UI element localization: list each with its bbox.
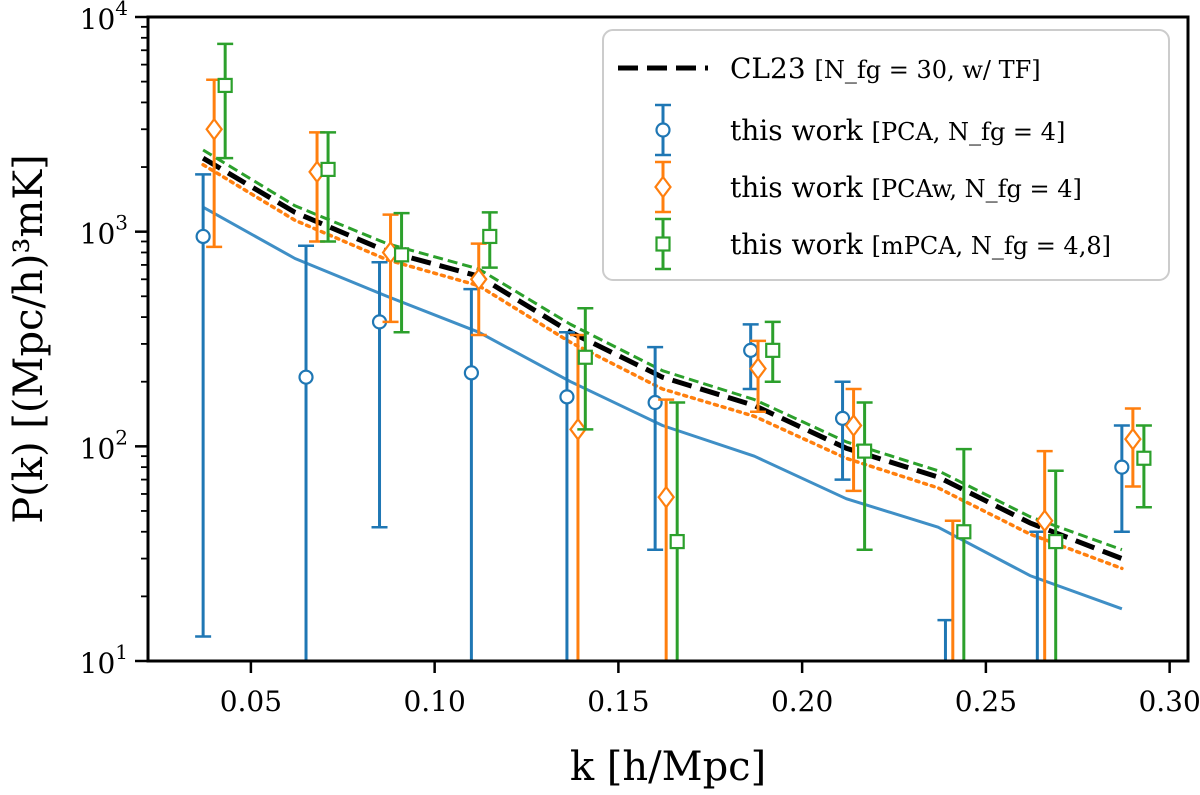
data-point-circle	[647, 394, 663, 411]
model-line-dashed-thick	[201, 156, 1123, 561]
data-point-square	[1048, 533, 1064, 550]
x-tick-label: 0.15	[587, 685, 649, 718]
data-point-square	[655, 236, 671, 252]
plot-frame	[146, 15, 1190, 663]
data-point-diamond	[205, 117, 224, 142]
series-circle	[195, 173, 1130, 661]
model-line-dotted	[201, 162, 1124, 571]
data-point-circle	[559, 389, 575, 405]
data-point-square	[217, 77, 233, 94]
data-point-square	[320, 161, 336, 178]
data-point-circle	[743, 342, 759, 358]
data-point-diamond	[1124, 427, 1142, 451]
x-axis-label: k [h/Mpc]	[570, 744, 766, 790]
data-point-square	[1136, 450, 1152, 466]
x-axis: 0.05 0.10 0.15 0.20 0.25 0.30	[220, 661, 1200, 718]
x-tick-label: 0.20	[771, 685, 833, 718]
series-diamond	[205, 78, 1142, 661]
data-point-circle	[195, 228, 211, 245]
data-point-circle	[1114, 459, 1130, 475]
data-point-circle	[655, 122, 671, 138]
legend-box	[602, 29, 1170, 281]
data-point-diamond	[749, 356, 767, 381]
y-tick-label: 102	[80, 425, 128, 465]
data-point-square	[857, 443, 873, 459]
legend: CL23 [N_fg = 30, w/ TF] this work [PCA, N…	[602, 29, 1170, 281]
data-point-square	[765, 342, 781, 358]
x-tick-label: 0.30	[1138, 685, 1200, 718]
data-point-square	[577, 349, 593, 365]
y-axis: 101 102 103 104	[80, 0, 148, 680]
x-tick-label: 0.10	[403, 685, 465, 718]
model-line-dashed	[202, 148, 1123, 552]
legend-label: this work [mPCA, N_fg = 4,8]	[730, 228, 1111, 261]
data-point-circle	[463, 365, 479, 381]
data-point-square	[482, 228, 498, 245]
y-axis-label: P(k) [(Mpc/h)³mK]	[6, 154, 52, 524]
y-tick-label: 104	[80, 0, 128, 36]
data-point-square	[956, 524, 972, 540]
data-point-diamond	[654, 175, 672, 199]
x-tick-label: 0.05	[220, 685, 282, 718]
data-point-diamond	[1035, 508, 1054, 533]
plot-area	[195, 42, 1152, 661]
data-point-circle	[834, 410, 851, 426]
y-tick-label: 101	[80, 640, 128, 680]
legend-label: this work [PCA, N_fg = 4]	[730, 114, 1065, 147]
y-tick-label: 103	[80, 211, 128, 251]
data-point-diamond	[844, 413, 863, 438]
data-point-diamond	[469, 267, 488, 292]
data-point-diamond	[657, 485, 676, 509]
data-point-circle	[298, 369, 314, 385]
series-square	[217, 42, 1152, 661]
x-tick-label: 0.25	[955, 685, 1017, 718]
model-line-solid	[202, 205, 1123, 611]
data-point-square	[393, 247, 410, 263]
legend-label: this work [PCAw, N_fg = 4]	[730, 171, 1082, 204]
data-point-square	[669, 533, 685, 550]
legend-label: CL23 [N_fg = 30, w/ TF]	[730, 52, 1041, 85]
